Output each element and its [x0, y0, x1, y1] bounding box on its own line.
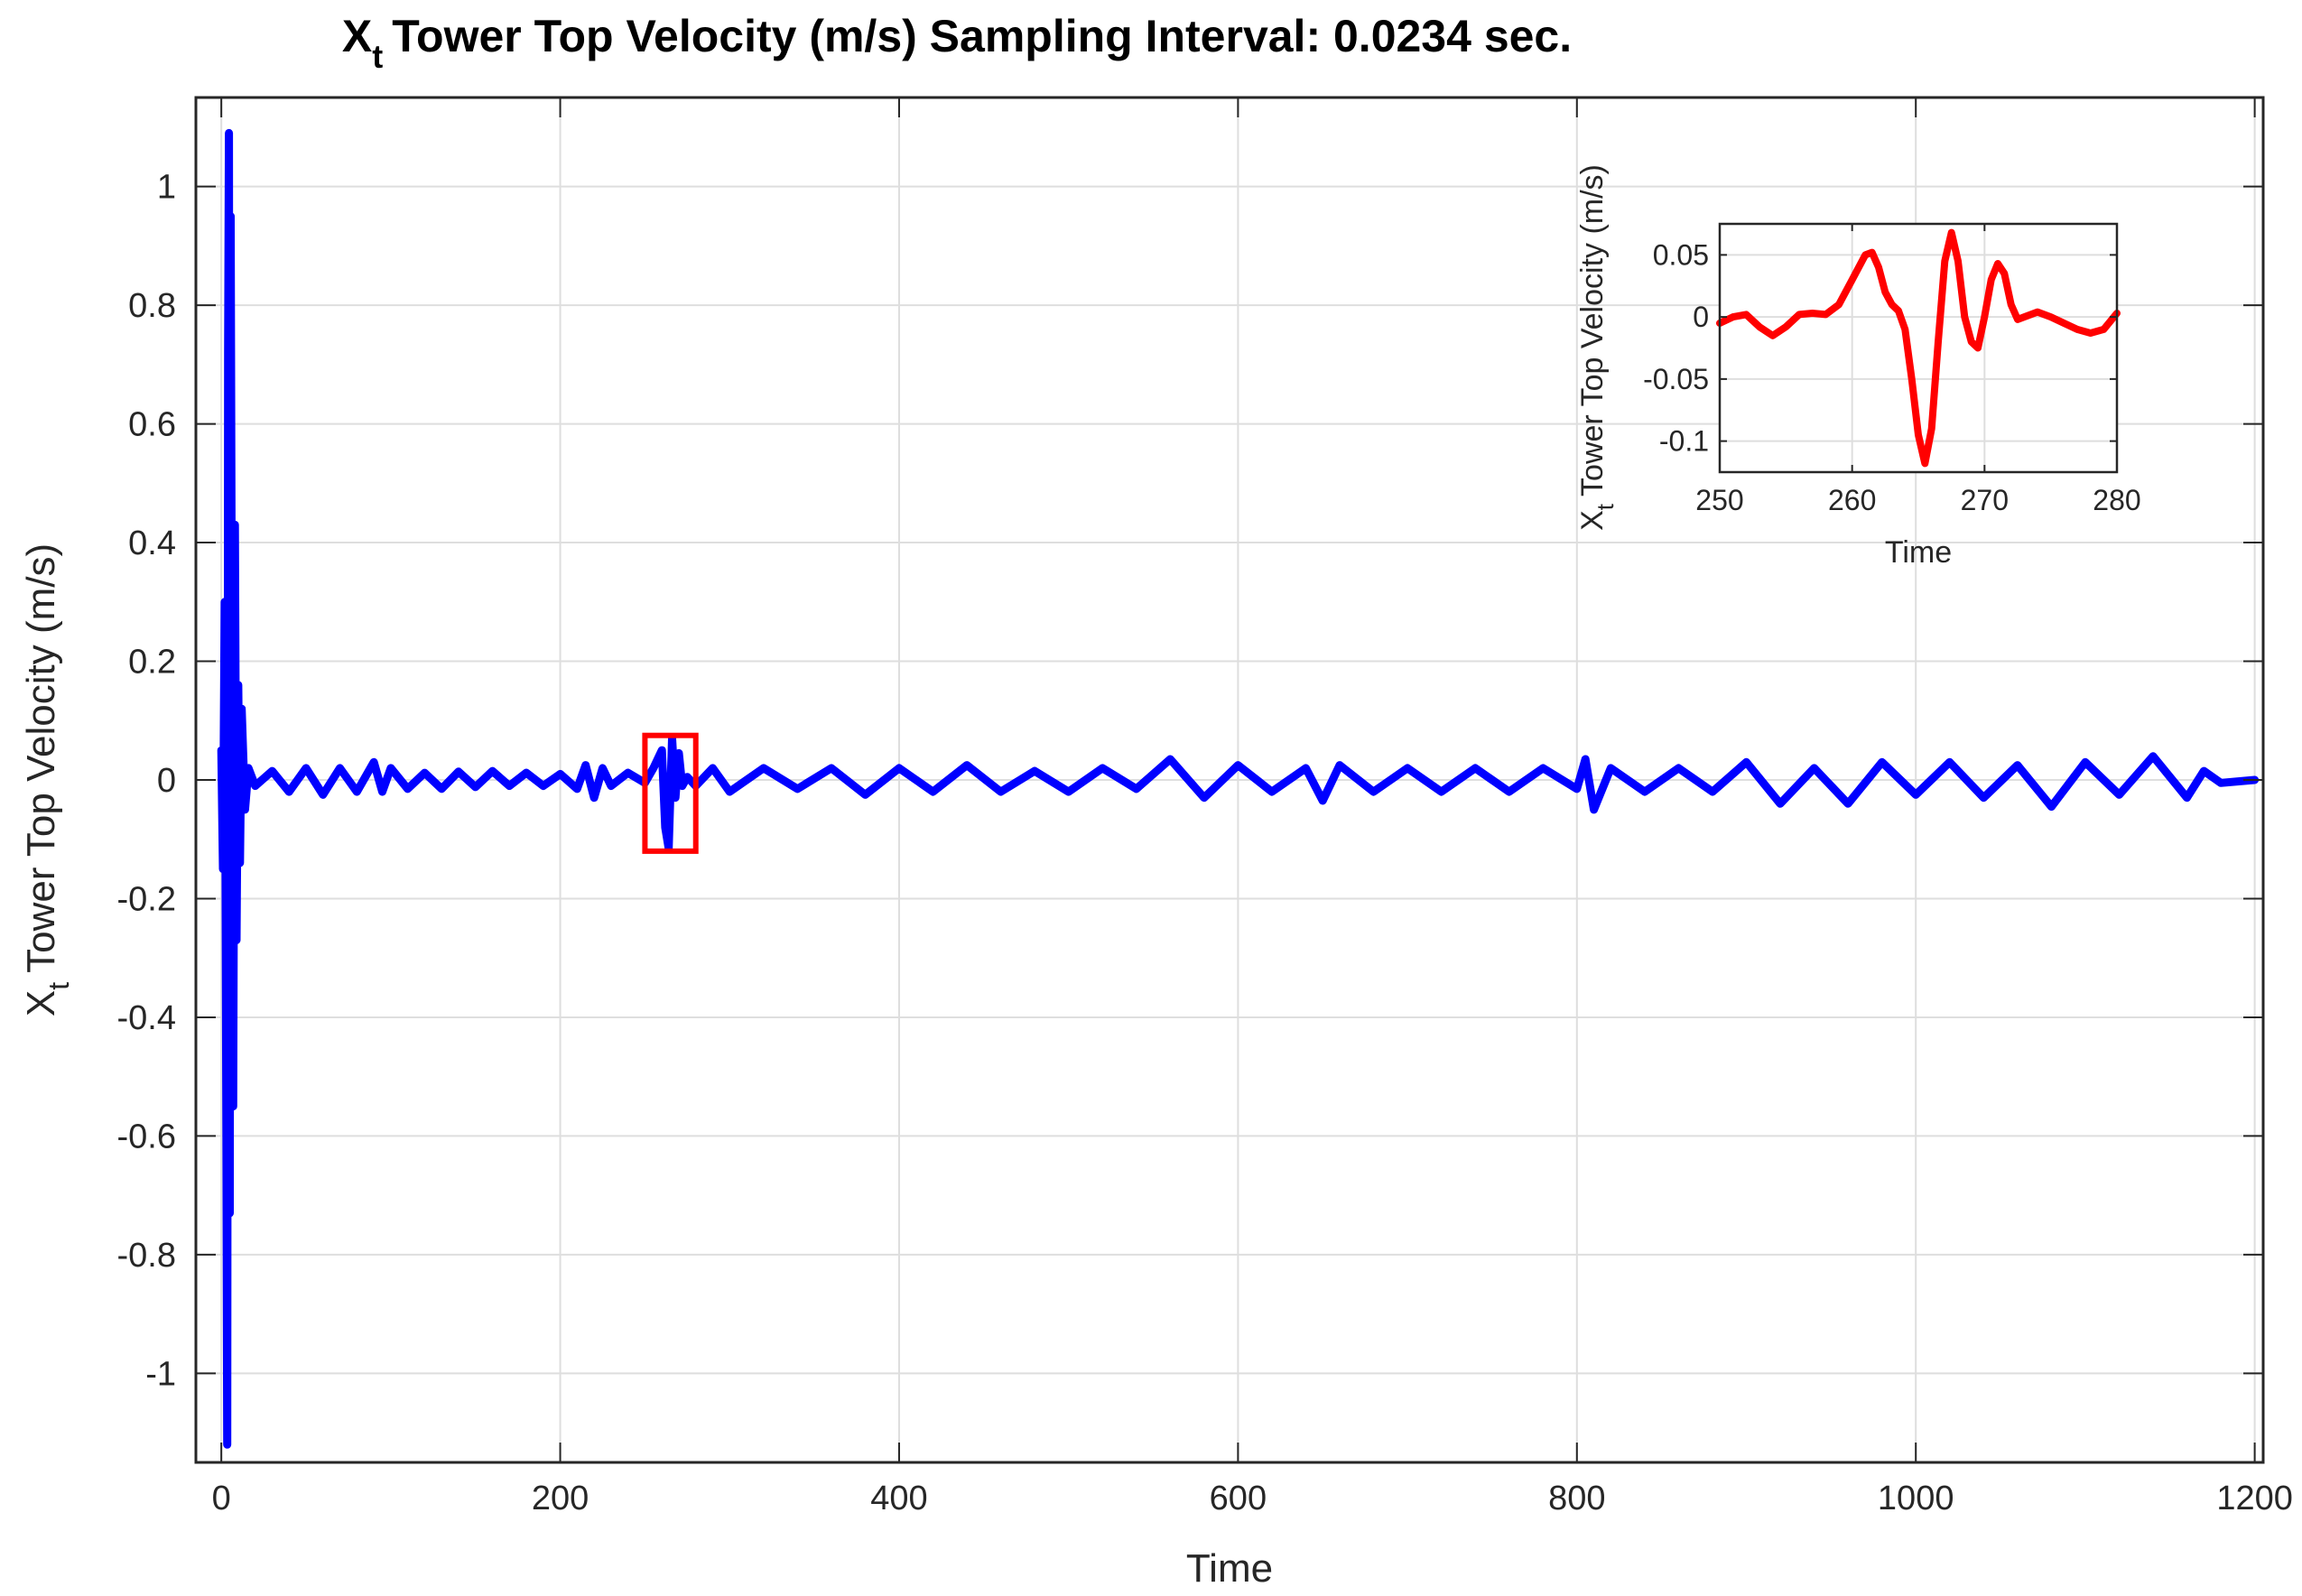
main-x-tick-label: 1000	[1878, 1480, 1954, 1517]
main-x-tick-label: 200	[532, 1480, 589, 1517]
inset-ytick-labels: -0.1 -0.05 0 0.05	[1643, 238, 1709, 457]
inset-y-tick-label: -0.1	[1659, 425, 1709, 458]
chart-title-prefix: X	[342, 11, 372, 61]
main-x-tick-label: 800	[1548, 1480, 1605, 1517]
inset-y-axis-label-prefix: X	[1575, 510, 1610, 531]
inset-x-tick-label: 270	[1961, 484, 2009, 516]
main-x-tick-label: 0	[212, 1480, 231, 1517]
inset-y-axis-label: Xt Tower Top Velocity (m/s)	[1575, 164, 1619, 531]
main-highlight-group	[642, 732, 699, 854]
y-axis-label-text: Tower Top Velocity (m/s)	[19, 543, 63, 973]
inset-y-tick-label: 0	[1693, 301, 1709, 333]
y-axis-label-prefix: X	[19, 990, 63, 1016]
main-xtick-labels: 0 200 400 600 800 1000 1200	[212, 1480, 2293, 1517]
main-x-tick-label: 400	[870, 1480, 927, 1517]
chart-title: Xt Tower Top Velocity (m/s) Sampling Inte…	[342, 11, 1572, 75]
x-axis-label: Time	[1186, 1546, 1273, 1591]
inset-y-axis-label-text: Tower Top Velocity (m/s)	[1575, 164, 1610, 496]
main-y-tick-label: 0.4	[128, 524, 176, 562]
chart-title-text: Tower Top Velocity (m/s) Sampling Interv…	[392, 11, 1572, 61]
y-axis-label-subscript: t	[42, 982, 75, 990]
main-y-tick-label: 1	[157, 169, 176, 207]
main-series-line	[217, 128, 2260, 1449]
inset-x-tick-label: 260	[1828, 484, 1876, 516]
inset-series-group	[1716, 228, 2121, 468]
main-x-tick-label: 1200	[2216, 1480, 2293, 1517]
main-y-tick-label: 0.8	[128, 287, 176, 325]
main-y-tick-label: -0.4	[117, 999, 176, 1037]
main-y-tick-label: -0.6	[117, 1118, 176, 1155]
y-axis-label: Xt Tower Top Velocity (m/s)	[19, 543, 75, 1016]
main-y-tick-label: 0.6	[128, 406, 176, 444]
inset-ticks	[1719, 224, 2118, 472]
inset-axes: 250 260 270 280 -0.1 -0.05 0 0.05	[1643, 222, 2141, 516]
main-y-tick-label: -0.2	[117, 880, 176, 918]
main-y-tick-label: -1	[145, 1355, 176, 1393]
inset-x-axis-label: Time	[1885, 535, 1952, 570]
main-y-tick-label: 0.2	[128, 644, 176, 682]
main-x-tick-label: 600	[1210, 1480, 1267, 1517]
main-y-tick-label: 0	[157, 762, 176, 800]
inset-x-tick-label: 250	[1695, 484, 1743, 516]
chart-title-subscript: t	[372, 38, 383, 75]
main-ytick-labels: -1 -0.8 -0.6 -0.4 -0.2 0 0.2 0.4 0.6 0.8 1	[117, 169, 176, 1394]
inset-x-tick-label: 280	[2093, 484, 2140, 516]
zoom-highlight-box	[642, 732, 699, 854]
main-y-tick-label: -0.8	[117, 1237, 176, 1275]
inset-y-tick-label: -0.05	[1643, 363, 1709, 395]
inset-y-tick-label: 0.05	[1653, 238, 1709, 271]
inset-series-line	[1716, 228, 2121, 468]
inset-y-axis-label-subscript: t	[1592, 503, 1619, 510]
main-series-group	[217, 128, 2260, 1449]
inset-plot-frame	[1718, 222, 2119, 474]
inset-xtick-labels: 250 260 270 280	[1695, 484, 2140, 516]
main-ticks	[196, 97, 2263, 1462]
